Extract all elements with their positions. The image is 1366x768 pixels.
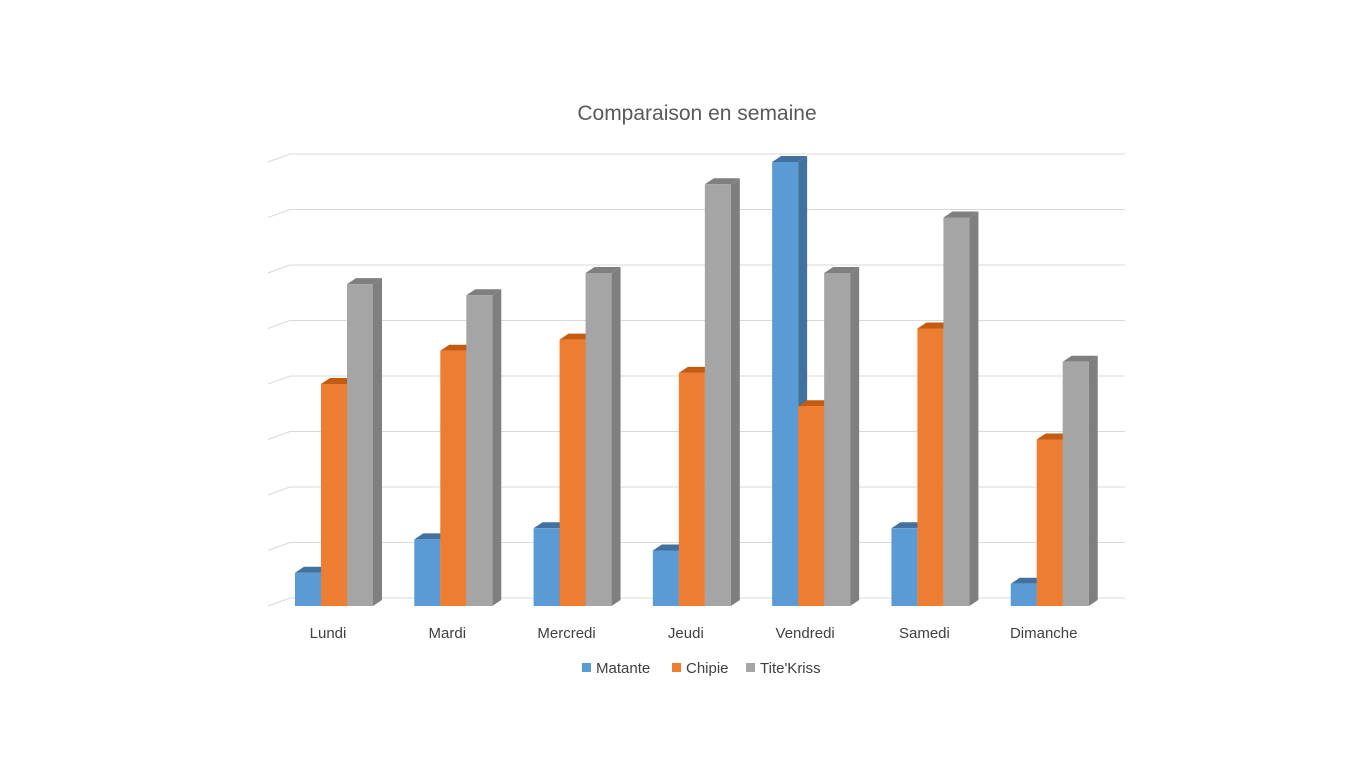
- bar-side: [850, 267, 860, 606]
- bar-front: [321, 384, 347, 606]
- bar-front: [943, 217, 970, 606]
- category-labels: Lundi Mardi Mercredi Jeudi Vendredi Samedi Dim…: [310, 625, 1078, 642]
- legend-label: Chipie: [686, 660, 729, 677]
- bars: [295, 156, 1098, 606]
- bar-front: [347, 284, 373, 606]
- bar-front: [824, 273, 851, 606]
- bar-front: [466, 295, 493, 606]
- bar-tite-kriss-mardi: [466, 289, 502, 606]
- bar-front: [585, 273, 612, 606]
- bar-top: [704, 178, 740, 185]
- legend-swatch: [672, 663, 681, 672]
- category-label: Dimanche: [1010, 625, 1078, 642]
- bar-top: [824, 267, 860, 273]
- bar-top: [466, 289, 502, 296]
- bar-front: [772, 162, 799, 606]
- bar-tite-kriss-jeudi: [704, 178, 740, 606]
- bar-tite-kriss-vendredi: [824, 267, 860, 606]
- bar-front: [533, 528, 560, 606]
- bar-tite-kriss-samedi: [943, 211, 979, 606]
- bar-tite-kriss-dimanche: [1062, 355, 1098, 606]
- bar-tite-kriss-mercredi: [585, 267, 621, 606]
- legend-label: Tite'Kriss: [760, 660, 821, 677]
- gridlines: [267, 153, 1125, 607]
- bar-front: [1036, 439, 1063, 606]
- bar-front: [891, 528, 918, 606]
- bar-top: [585, 267, 621, 273]
- category-label: Mardi: [429, 625, 467, 642]
- bar-top: [1062, 355, 1098, 362]
- gridline: [267, 209, 1125, 218]
- category-label: Samedi: [899, 625, 950, 642]
- bar-side: [969, 211, 979, 606]
- legend-item: Matante: [582, 660, 650, 677]
- bar-front: [414, 539, 441, 606]
- bar-top: [772, 156, 808, 162]
- bar-front: [704, 184, 731, 606]
- bar-front: [559, 339, 586, 606]
- bar-tite-kriss-lundi: [347, 278, 382, 606]
- category-label: Vendredi: [776, 625, 835, 642]
- bar-front: [295, 572, 321, 606]
- gridline: [267, 264, 1125, 274]
- bar-side: [1088, 355, 1098, 606]
- bar-side: [611, 267, 621, 606]
- bar-front: [917, 328, 944, 606]
- legend-swatch: [582, 663, 591, 672]
- bar-front: [1062, 361, 1089, 606]
- bar-matante-vendredi: [772, 156, 808, 606]
- bar-front: [440, 350, 467, 606]
- bar-top: [347, 278, 382, 285]
- legend: Matante Chipie Tite'Kriss: [582, 660, 821, 677]
- category-label: Lundi: [310, 625, 347, 642]
- bar-side: [492, 289, 502, 606]
- legend-item: Tite'Kriss: [746, 660, 821, 677]
- bar-front: [798, 406, 825, 606]
- category-label: Mercredi: [537, 625, 595, 642]
- bar-side: [373, 278, 382, 606]
- bar-front: [1010, 583, 1037, 606]
- legend-swatch: [746, 663, 755, 672]
- legend-label: Matante: [596, 660, 650, 677]
- bar-front: [678, 372, 705, 606]
- bar-side: [730, 178, 740, 606]
- gridline: [267, 153, 1125, 163]
- chart-title: Comparaison en semaine: [577, 102, 816, 125]
- bar-front: [652, 550, 679, 606]
- bar-top: [943, 211, 979, 218]
- legend-item: Chipie: [672, 660, 729, 677]
- gridline: [267, 320, 1125, 329]
- category-label: Jeudi: [668, 625, 704, 642]
